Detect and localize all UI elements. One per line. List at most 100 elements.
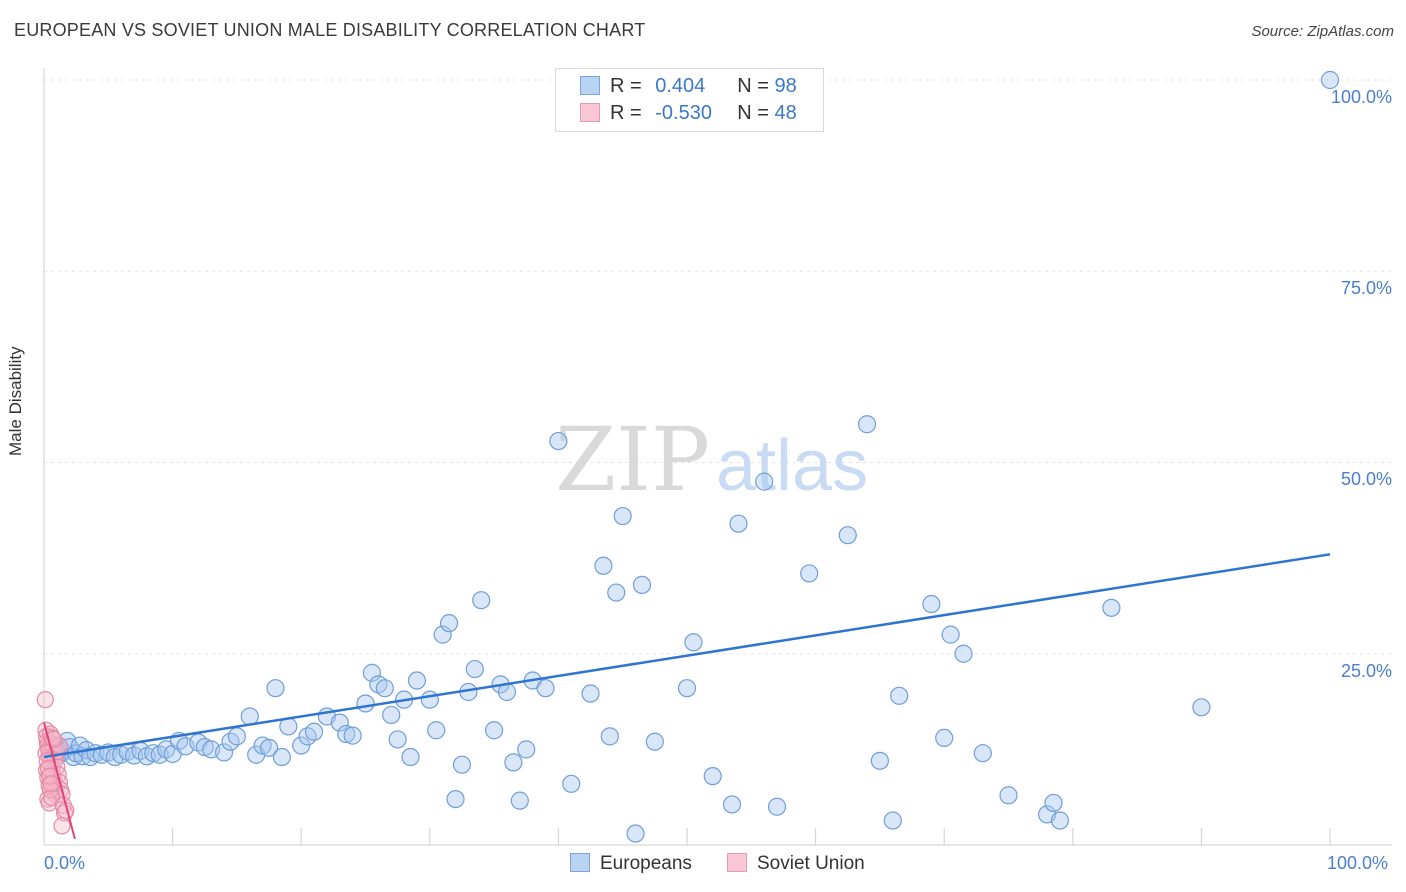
europeans-point: [439, 614, 459, 633]
europeans-point: [722, 795, 742, 814]
europeans-point: [124, 746, 144, 765]
europeans-point: [838, 526, 857, 545]
europeans-point: [362, 663, 382, 682]
europeans-point: [973, 744, 992, 763]
europeans-point: [266, 679, 285, 698]
europeans-point: [465, 659, 484, 679]
europeans-legend-swatch: [570, 853, 590, 872]
soviet-union-legend-label: Soviet Union: [757, 853, 865, 874]
europeans-point: [607, 583, 626, 602]
europeans-point: [388, 730, 407, 749]
europeans-point: [227, 727, 246, 746]
europeans-point: [517, 740, 536, 759]
europeans-point: [343, 726, 362, 745]
europeans-point: [214, 743, 234, 762]
soviet-union-point: [42, 775, 60, 793]
europeans-point: [446, 789, 465, 809]
europeans-point: [870, 751, 890, 770]
trend-lines: [43, 553, 1331, 840]
europeans-point: [401, 747, 420, 767]
europeans-point: [298, 727, 317, 746]
europeans-point: [767, 797, 787, 816]
europeans-trend-line: [43, 553, 1331, 759]
r-label: R =: [610, 75, 642, 97]
europeans-r-value: 0.404: [655, 75, 706, 97]
europeans-point: [485, 721, 504, 740]
europeans-point: [420, 690, 439, 709]
y-tick-label: 50.0%: [1340, 469, 1392, 489]
legend-item-soviet-union[interactable]: Soviet Union: [727, 853, 865, 875]
n-label: N =: [737, 75, 769, 97]
legend-item-europeans[interactable]: Europeans: [570, 853, 692, 875]
europeans-point: [433, 625, 452, 644]
europeans-legend-label: Europeans: [600, 853, 692, 874]
soviet-n-value: 48: [774, 102, 797, 124]
grid-layer: [44, 79, 1392, 655]
r-label: R =: [610, 102, 642, 124]
europeans-point: [304, 722, 324, 741]
europeans-point: [1044, 793, 1063, 813]
europeans-point: [427, 721, 446, 740]
europeans-point: [1320, 70, 1340, 90]
europeans-n-value: 98: [774, 75, 797, 97]
europeans-point: [600, 727, 619, 746]
europeans-point: [259, 738, 279, 757]
europeans-point: [1192, 698, 1211, 717]
x-tick-label: 100.0%: [1327, 853, 1389, 873]
europeans-point: [330, 713, 349, 732]
n-label: N =: [737, 102, 769, 124]
axes-layer: [43, 68, 1392, 846]
europeans-point: [1102, 598, 1121, 617]
soviet-union-legend-swatch: [727, 853, 747, 872]
europeans-point: [375, 679, 394, 698]
europeans-point: [857, 415, 877, 434]
europeans-point: [755, 472, 774, 491]
soviet-union-trend-line: [43, 722, 76, 840]
europeans-point: [581, 684, 600, 703]
europeans-point: [729, 514, 748, 533]
europeans-point: [626, 824, 645, 843]
watermark-zip: ZIP: [555, 408, 710, 511]
europeans-point: [1050, 811, 1070, 830]
europeans-point: [883, 811, 902, 830]
europeans-point: [549, 431, 568, 451]
europeans-point: [452, 755, 472, 774]
europeans-point: [645, 732, 664, 751]
y-tick-label: 75.0%: [1340, 278, 1392, 298]
x-tick-label: 0.0%: [44, 853, 86, 873]
europeans-point: [613, 506, 632, 526]
europeans-point: [954, 644, 973, 663]
europeans-point: [684, 633, 703, 652]
soviet-union-point: [36, 691, 54, 709]
soviet-r-value: -0.530: [655, 102, 712, 124]
europeans-point: [941, 625, 960, 644]
europeans-point: [337, 724, 356, 744]
europeans-swatch: [580, 76, 600, 95]
europeans-point: [703, 767, 722, 786]
y-tick-label: 25.0%: [1340, 661, 1392, 681]
europeans-point: [632, 575, 652, 595]
y-tick-label: 100.0%: [1330, 87, 1392, 107]
europeans-point: [504, 753, 523, 772]
legend-row-soviet: R = -0.530 N = 48: [580, 102, 797, 126]
europeans-point: [157, 740, 176, 759]
europeans-point: [510, 791, 529, 810]
europeans-point: [407, 671, 427, 690]
watermark: ZIP atlas: [555, 408, 868, 511]
europeans-point: [382, 705, 401, 725]
watermark-atlas: atlas: [716, 426, 868, 506]
europeans-point: [890, 686, 909, 705]
europeans-point: [677, 679, 697, 698]
europeans-point: [999, 786, 1018, 805]
europeans-point: [356, 694, 375, 713]
europeans-point: [594, 556, 613, 575]
europeans-point: [562, 774, 581, 793]
europeans-point: [536, 679, 555, 698]
europeans-point: [472, 591, 491, 610]
europeans-point: [292, 736, 311, 755]
source-label: Source: ZipAtlas.com: [1251, 23, 1394, 40]
correlation-legend: R = 0.404 N = 98 R = -0.530 N = 48: [555, 68, 824, 132]
soviet-union-point: [53, 817, 71, 835]
europeans-point: [800, 564, 819, 583]
